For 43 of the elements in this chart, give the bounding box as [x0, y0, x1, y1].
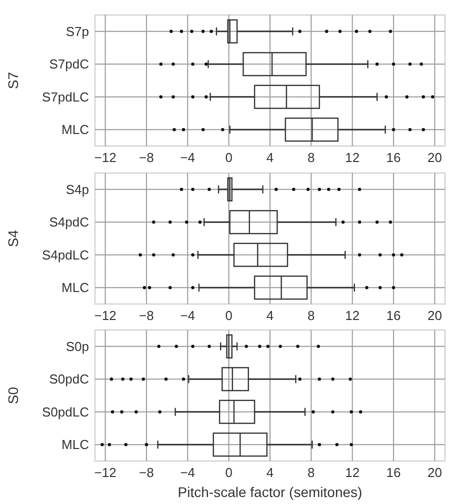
- x-tick-label: −4: [180, 308, 196, 323]
- x-tick-label: 0: [225, 150, 232, 165]
- x-tick-label: 8: [308, 150, 315, 165]
- x-tick-label: 8: [308, 465, 315, 480]
- y-tick-label: S7pdC: [49, 56, 89, 72]
- x-tick-label: −4: [180, 150, 196, 165]
- y-axis-title: S0: [5, 386, 21, 404]
- y-tick-label: MLC: [62, 280, 89, 296]
- x-tick-label: 12: [345, 150, 360, 165]
- x-tick-label: 16: [386, 465, 401, 480]
- y-tick-label: S4pdC: [49, 214, 89, 230]
- y-tick-label: S0p: [66, 338, 89, 354]
- x-tick-label: 16: [386, 150, 401, 165]
- x-tick-label: 4: [266, 308, 274, 323]
- y-axis-title: S4: [5, 230, 21, 248]
- y-tick-label: S4pdLC: [42, 247, 89, 262]
- x-tick-label: 0: [225, 465, 232, 480]
- x-tick-label: 4: [266, 150, 274, 165]
- y-tick-label: S7pdLC: [42, 89, 89, 104]
- x-tick-label: −8: [139, 150, 154, 165]
- x-tick-label: 12: [345, 465, 360, 480]
- x-tick-label: −8: [139, 465, 154, 480]
- x-tick-label: −4: [180, 465, 196, 480]
- y-tick-label: MLC: [62, 437, 89, 452]
- y-tick-label: S0pdC: [49, 372, 89, 387]
- x-axis-title: Pitch-scale factor (semitones): [178, 484, 362, 500]
- x-tick-label: 8: [308, 308, 315, 323]
- x-tick-label: 0: [225, 308, 232, 323]
- x-tick-label: 12: [345, 308, 360, 323]
- x-tick-label: −8: [139, 308, 154, 323]
- x-tick-label: 4: [266, 465, 274, 480]
- x-tick-label: −12: [94, 308, 116, 323]
- y-tick-label: MLC: [62, 122, 89, 138]
- x-tick-label: 20: [427, 150, 442, 165]
- x-tick-label: −12: [94, 465, 116, 480]
- x-tick-label: −12: [94, 150, 116, 165]
- y-tick-label: S7p: [66, 24, 89, 39]
- x-tick-label: 20: [427, 465, 442, 480]
- x-tick-label: 16: [386, 308, 401, 323]
- y-tick-label: S4p: [66, 182, 89, 197]
- x-tick-label: 20: [427, 308, 442, 323]
- y-axis-title: S7: [5, 72, 21, 90]
- y-tick-label: S0pdLC: [42, 404, 89, 420]
